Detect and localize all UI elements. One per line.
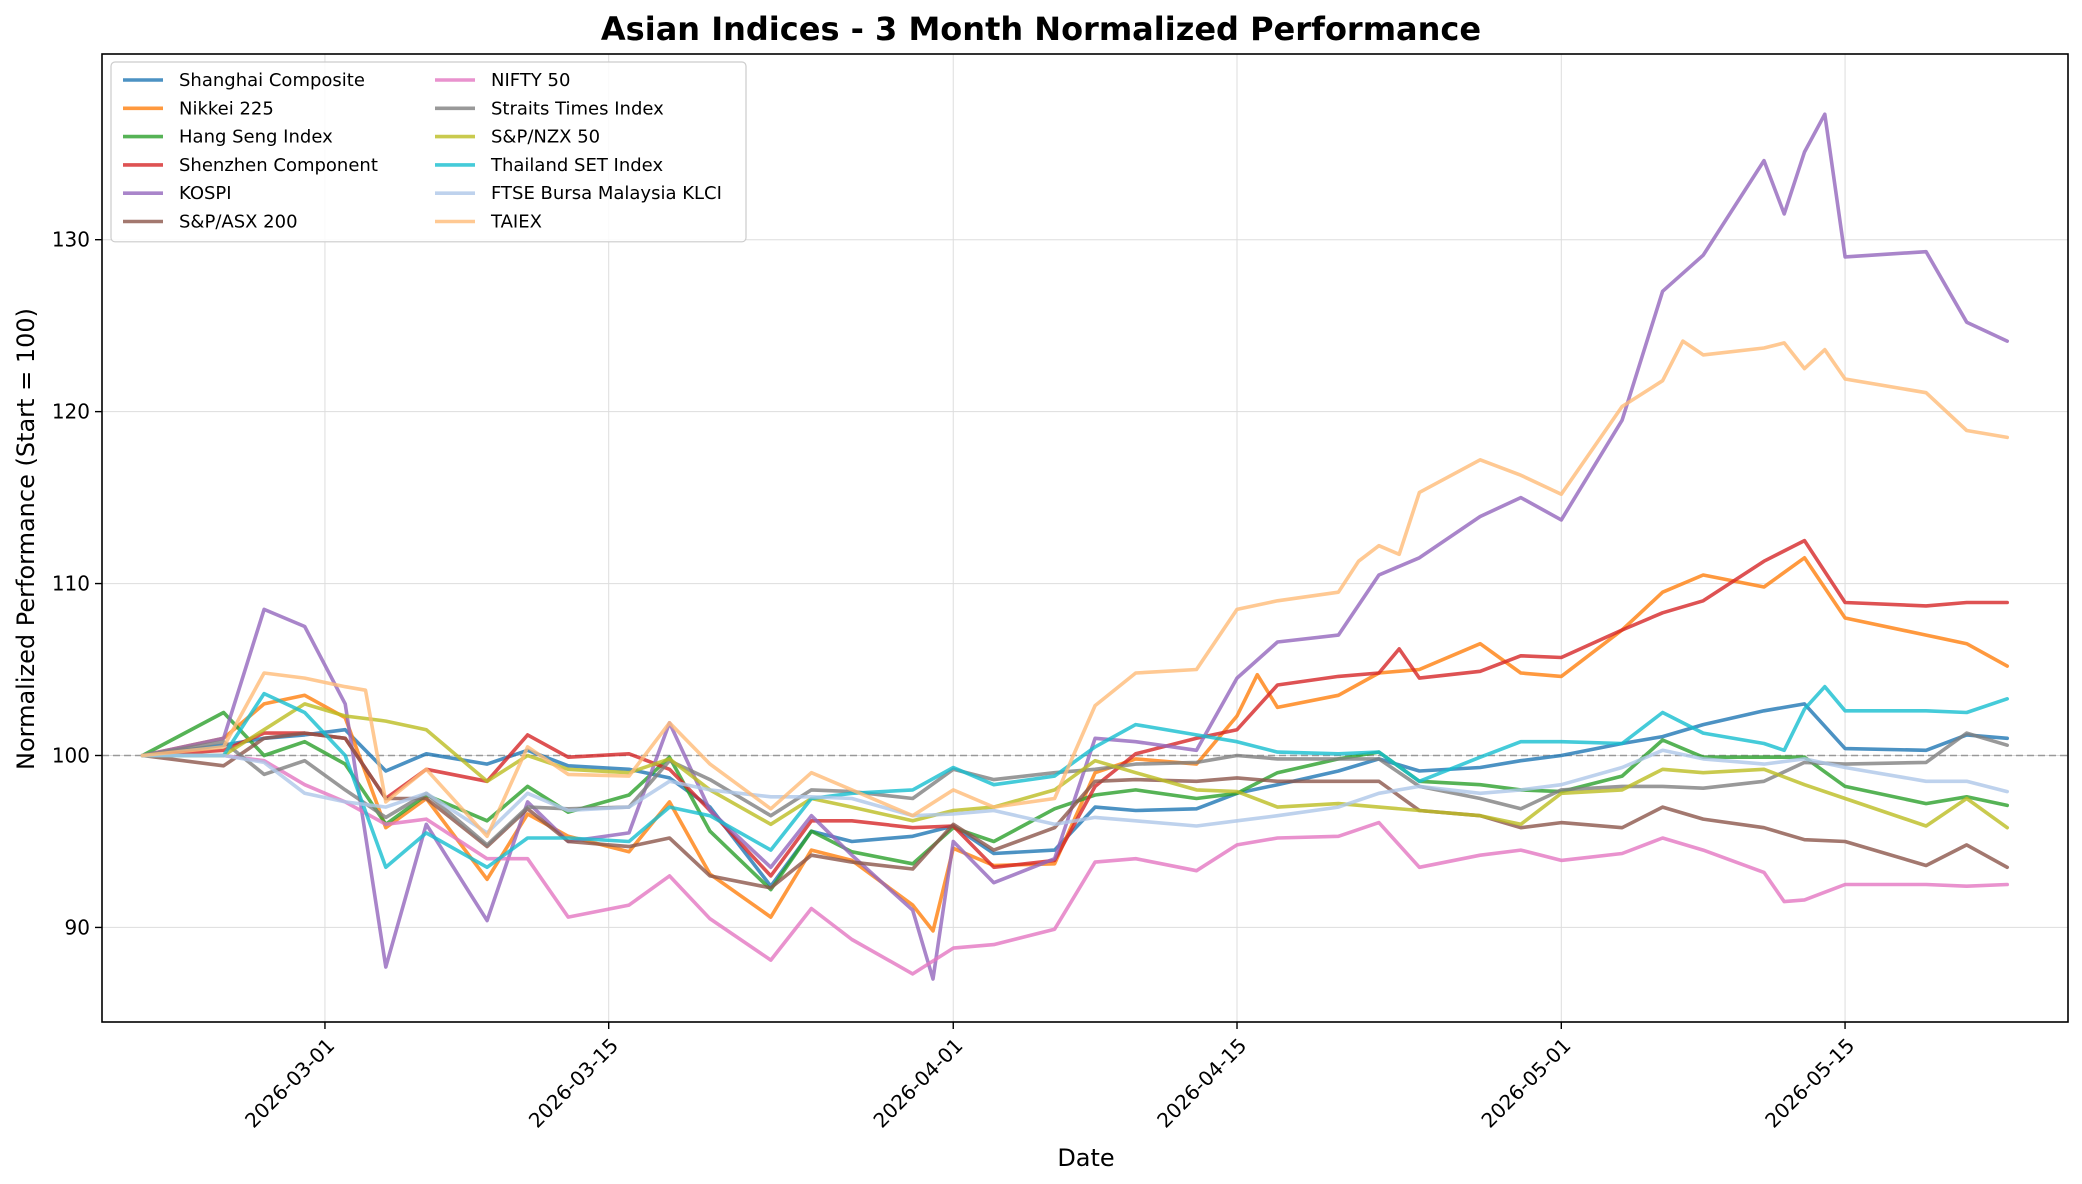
- legend-label-s-p-nzx-50: S&P/NZX 50: [491, 127, 600, 148]
- series-line-taiex: [140, 339, 2009, 839]
- series-line-ftse-bursa-malaysia-klci: [140, 748, 2009, 835]
- legend-label-nikkei-225: Nikkei 225: [179, 98, 274, 119]
- legend-label-hang-seng-index: Hang Seng Index: [179, 127, 333, 148]
- series-line-s-p-asx-200: [140, 731, 2009, 890]
- legend-label-ftse-bursa-malaysia-klci: FTSE Bursa Malaysia KLCI: [491, 183, 722, 204]
- legend-label-taiex: TAIEX: [490, 212, 542, 233]
- legend: Shanghai Composite Nikkei 225 Hang Seng In…: [110, 61, 747, 243]
- x-axis-label: Date: [1057, 1144, 1114, 1172]
- series-line-thailand-set-index: [140, 684, 2009, 870]
- y-tick-label: 100: [52, 743, 90, 767]
- legend-label-straits-times-index: Straits Times Index: [491, 98, 664, 119]
- legend-label-shenzhen-component: Shenzhen Component: [179, 155, 378, 176]
- legend-box: [110, 61, 747, 243]
- y-axis-label: Normalized Performance (Start = 100): [12, 308, 40, 770]
- series-line-shenzhen-component: [140, 538, 2009, 878]
- series-line-nifty-50: [140, 753, 2009, 976]
- series-line-shanghai-composite: [140, 702, 2009, 889]
- legend-label-kospi: KOSPI: [179, 183, 232, 204]
- series-line-nikkei-225: [140, 555, 2009, 933]
- y-tick-label: 130: [52, 228, 90, 252]
- legend-label-nifty-50: NIFTY 50: [491, 70, 570, 91]
- plot-area-frame: [101, 53, 2069, 1023]
- legend-label-thailand-set-index: Thailand SET Index: [490, 155, 663, 176]
- series-line-straits-times-index: [140, 731, 2009, 847]
- chart-title: Asian Indices - 3 Month Normalized Perfo…: [601, 10, 1481, 48]
- series-line-kospi: [140, 112, 2009, 981]
- y-tick-label: 110: [52, 572, 90, 596]
- y-tick-label: 120: [52, 400, 90, 424]
- series-line-s-p-nzx-50: [140, 702, 2009, 830]
- y-tick-label: 90: [65, 915, 90, 939]
- legend-label-s-p-asx-200: S&P/ASX 200: [179, 212, 298, 233]
- legend-label-shanghai-composite: Shanghai Composite: [179, 70, 365, 91]
